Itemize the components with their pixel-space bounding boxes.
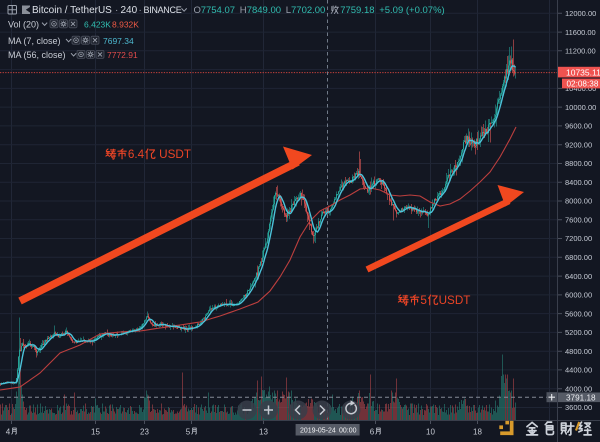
svg-text:7849.00: 7849.00: [247, 5, 281, 16]
svg-text:4000.00: 4000.00: [565, 384, 592, 393]
svg-text:7772.91: 7772.91: [107, 50, 138, 60]
svg-text:4800.00: 4800.00: [565, 347, 592, 356]
svg-text:23: 23: [140, 427, 149, 436]
svg-text:02:08:38: 02:08:38: [567, 80, 599, 89]
svg-text:6000.00: 6000.00: [565, 291, 592, 300]
svg-text:6400.00: 6400.00: [565, 272, 592, 281]
svg-text:2019-05-24: 2019-05-24: [300, 428, 336, 435]
svg-text:10000.00: 10000.00: [565, 103, 596, 112]
svg-text:6: 6: [370, 427, 375, 436]
svg-text:O: O: [194, 5, 201, 16]
svg-text:00:00: 00:00: [339, 428, 357, 435]
svg-text:7754.07: 7754.07: [201, 5, 235, 16]
svg-text:Bitcoin / TetherUS: Bitcoin / TetherUS: [32, 5, 112, 16]
svg-text:7759.18: 7759.18: [340, 5, 374, 16]
svg-text:9200.00: 9200.00: [565, 140, 592, 149]
svg-text:8400.00: 8400.00: [565, 178, 592, 187]
svg-text:10735.11: 10735.11: [566, 67, 600, 77]
svg-text:7702.00: 7702.00: [291, 5, 325, 16]
svg-text:3791.18: 3791.18: [566, 393, 596, 402]
svg-text:6.423K: 6.423K: [84, 20, 111, 30]
svg-text:11200.00: 11200.00: [565, 47, 596, 56]
svg-text:6800.00: 6800.00: [565, 253, 592, 262]
svg-text:USDT: USDT: [156, 148, 191, 161]
svg-text:L: L: [286, 5, 291, 16]
svg-text:MA (7, close): MA (7, close): [8, 36, 61, 46]
svg-text:10400.00: 10400.00: [565, 84, 596, 93]
svg-text:9600.00: 9600.00: [565, 122, 592, 131]
svg-text:8.932K: 8.932K: [112, 20, 139, 30]
svg-text:7600.00: 7600.00: [565, 216, 592, 225]
svg-text:·: ·: [139, 5, 142, 16]
svg-text:6.4: 6.4: [128, 148, 145, 161]
svg-text:4400.00: 4400.00: [565, 366, 592, 375]
svg-text:8000.00: 8000.00: [565, 197, 592, 206]
svg-text:MA (56, close): MA (56, close): [8, 50, 66, 60]
svg-text:18: 18: [473, 427, 482, 436]
svg-text:7200.00: 7200.00: [565, 234, 592, 243]
svg-text:5600.00: 5600.00: [565, 309, 592, 318]
svg-text:5: 5: [186, 427, 191, 436]
svg-text:7697.34: 7697.34: [103, 36, 134, 46]
svg-text:11600.00: 11600.00: [565, 28, 596, 37]
svg-text:5200.00: 5200.00: [565, 328, 592, 337]
svg-text:3600.00: 3600.00: [565, 403, 592, 412]
svg-text:8800.00: 8800.00: [565, 159, 592, 168]
svg-text:BINANCE: BINANCE: [144, 5, 182, 15]
svg-text:Vol (20): Vol (20): [8, 20, 39, 30]
svg-text:+5.09 (+0.07%): +5.09 (+0.07%): [379, 5, 445, 16]
svg-text:13: 13: [259, 427, 268, 436]
svg-text:·: ·: [115, 5, 118, 16]
svg-text:240: 240: [121, 5, 138, 16]
svg-text:12000.00: 12000.00: [565, 9, 596, 18]
svg-text:H: H: [240, 5, 247, 16]
svg-text:15: 15: [91, 427, 100, 436]
svg-text:4: 4: [6, 427, 11, 436]
svg-text:USDT: USDT: [439, 294, 471, 307]
svg-text:10: 10: [426, 427, 435, 436]
svg-text:5: 5: [420, 294, 427, 307]
